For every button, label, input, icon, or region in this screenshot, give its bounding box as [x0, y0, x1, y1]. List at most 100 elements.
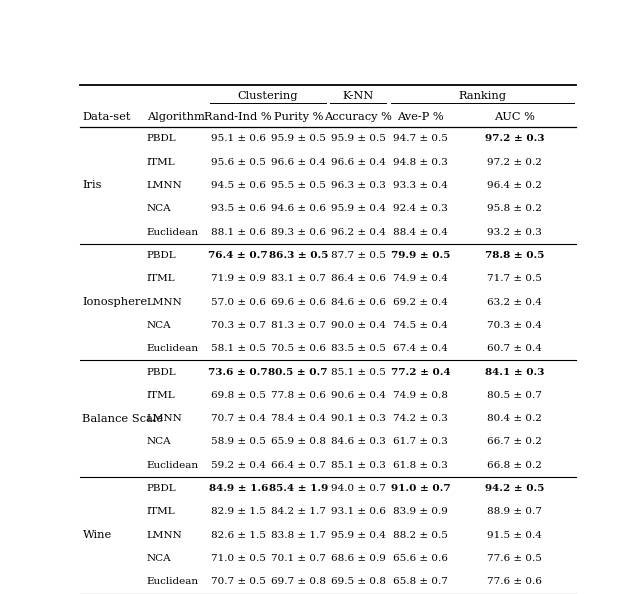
- Text: 94.5 ± 0.6: 94.5 ± 0.6: [211, 181, 266, 190]
- Text: 83.8 ± 1.7: 83.8 ± 1.7: [271, 531, 326, 540]
- Text: 71.7 ± 0.5: 71.7 ± 0.5: [487, 274, 542, 283]
- Text: 69.6 ± 0.6: 69.6 ± 0.6: [271, 298, 326, 307]
- Text: 89.3 ± 0.6: 89.3 ± 0.6: [271, 228, 326, 236]
- Text: 70.1 ± 0.7: 70.1 ± 0.7: [271, 554, 326, 563]
- Text: 91.0 ± 0.7: 91.0 ± 0.7: [391, 484, 451, 493]
- Text: LMNN: LMNN: [147, 531, 182, 540]
- Text: ITML: ITML: [147, 157, 175, 166]
- Text: PBDL: PBDL: [147, 368, 177, 377]
- Text: 86.3 ± 0.5: 86.3 ± 0.5: [269, 251, 328, 260]
- Text: 59.2 ± 0.4: 59.2 ± 0.4: [211, 461, 266, 470]
- Text: 90.1 ± 0.3: 90.1 ± 0.3: [331, 414, 386, 423]
- Text: 96.2 ± 0.4: 96.2 ± 0.4: [331, 228, 386, 236]
- Text: 97.2 ± 0.3: 97.2 ± 0.3: [484, 134, 544, 143]
- Text: K-NN: K-NN: [342, 90, 374, 100]
- Text: 66.8 ± 0.2: 66.8 ± 0.2: [487, 461, 542, 470]
- Text: 93.1 ± 0.6: 93.1 ± 0.6: [331, 507, 386, 516]
- Text: 95.9 ± 0.4: 95.9 ± 0.4: [331, 531, 386, 540]
- Text: 74.9 ± 0.8: 74.9 ± 0.8: [394, 391, 448, 400]
- Text: 60.7 ± 0.4: 60.7 ± 0.4: [487, 344, 542, 353]
- Text: 80.5 ± 0.7: 80.5 ± 0.7: [487, 391, 542, 400]
- Text: Wine: Wine: [83, 530, 112, 541]
- Text: ITML: ITML: [147, 507, 175, 516]
- Text: 73.6 ± 0.7: 73.6 ± 0.7: [209, 368, 268, 377]
- Text: 65.6 ± 0.6: 65.6 ± 0.6: [394, 554, 448, 563]
- Text: 97.2 ± 0.2: 97.2 ± 0.2: [487, 157, 542, 166]
- Text: Purity %: Purity %: [273, 112, 323, 122]
- Text: 81.3 ± 0.7: 81.3 ± 0.7: [271, 321, 326, 330]
- Text: 95.9 ± 0.5: 95.9 ± 0.5: [271, 134, 326, 143]
- Text: 84.6 ± 0.3: 84.6 ± 0.3: [331, 438, 386, 447]
- Text: ITML: ITML: [147, 391, 175, 400]
- Text: Clustering: Clustering: [237, 90, 298, 100]
- Text: 95.9 ± 0.5: 95.9 ± 0.5: [331, 134, 386, 143]
- Text: 58.9 ± 0.5: 58.9 ± 0.5: [211, 438, 266, 447]
- Text: Euclidean: Euclidean: [147, 228, 199, 236]
- Text: NCA: NCA: [147, 321, 172, 330]
- Text: 94.0 ± 0.7: 94.0 ± 0.7: [331, 484, 386, 493]
- Text: 80.4 ± 0.2: 80.4 ± 0.2: [487, 414, 542, 423]
- Text: 95.5 ± 0.5: 95.5 ± 0.5: [271, 181, 326, 190]
- Text: 67.4 ± 0.4: 67.4 ± 0.4: [394, 344, 448, 353]
- Text: 94.7 ± 0.5: 94.7 ± 0.5: [394, 134, 448, 143]
- Text: 63.2 ± 0.4: 63.2 ± 0.4: [487, 298, 542, 307]
- Text: 95.9 ± 0.4: 95.9 ± 0.4: [331, 204, 386, 213]
- Text: 85.4 ± 1.9: 85.4 ± 1.9: [269, 484, 328, 493]
- Text: 94.6 ± 0.6: 94.6 ± 0.6: [271, 204, 326, 213]
- Text: 82.6 ± 1.5: 82.6 ± 1.5: [211, 531, 266, 540]
- Text: Ranking: Ranking: [458, 90, 506, 100]
- Text: 69.8 ± 0.5: 69.8 ± 0.5: [211, 391, 266, 400]
- Text: 78.8 ± 0.5: 78.8 ± 0.5: [485, 251, 544, 260]
- Text: 96.6 ± 0.4: 96.6 ± 0.4: [271, 157, 326, 166]
- Text: 83.5 ± 0.5: 83.5 ± 0.5: [331, 344, 386, 353]
- Text: Euclidean: Euclidean: [147, 461, 199, 470]
- Text: Algorithm: Algorithm: [147, 112, 205, 122]
- Text: 88.1 ± 0.6: 88.1 ± 0.6: [211, 228, 266, 236]
- Text: 96.4 ± 0.2: 96.4 ± 0.2: [487, 181, 542, 190]
- Text: 93.5 ± 0.6: 93.5 ± 0.6: [211, 204, 266, 213]
- Text: Balance Scale: Balance Scale: [83, 413, 164, 424]
- Text: Euclidean: Euclidean: [147, 344, 199, 353]
- Text: 95.8 ± 0.2: 95.8 ± 0.2: [487, 204, 542, 213]
- Text: 77.8 ± 0.6: 77.8 ± 0.6: [271, 391, 326, 400]
- Text: 88.9 ± 0.7: 88.9 ± 0.7: [487, 507, 542, 516]
- Text: 91.5 ± 0.4: 91.5 ± 0.4: [487, 531, 542, 540]
- Text: 66.4 ± 0.7: 66.4 ± 0.7: [271, 461, 326, 470]
- Text: 70.7 ± 0.4: 70.7 ± 0.4: [211, 414, 266, 423]
- Text: PBDL: PBDL: [147, 251, 177, 260]
- Text: 84.1 ± 0.3: 84.1 ± 0.3: [485, 368, 544, 377]
- Text: 61.8 ± 0.3: 61.8 ± 0.3: [394, 461, 448, 470]
- Text: AUC %: AUC %: [494, 112, 535, 122]
- Text: 84.2 ± 1.7: 84.2 ± 1.7: [271, 507, 326, 516]
- Text: 90.6 ± 0.4: 90.6 ± 0.4: [331, 391, 386, 400]
- Text: Iris: Iris: [83, 181, 102, 191]
- Text: 65.9 ± 0.8: 65.9 ± 0.8: [271, 438, 326, 447]
- Text: LMNN: LMNN: [147, 298, 182, 307]
- Text: 71.9 ± 0.9: 71.9 ± 0.9: [211, 274, 266, 283]
- Text: 95.1 ± 0.6: 95.1 ± 0.6: [211, 134, 266, 143]
- Text: 70.7 ± 0.5: 70.7 ± 0.5: [211, 577, 266, 586]
- Text: 95.6 ± 0.5: 95.6 ± 0.5: [211, 157, 266, 166]
- Text: 84.6 ± 0.6: 84.6 ± 0.6: [331, 298, 386, 307]
- Text: 69.7 ± 0.8: 69.7 ± 0.8: [271, 577, 326, 586]
- Text: LMNN: LMNN: [147, 414, 182, 423]
- Text: Ave-P %: Ave-P %: [397, 112, 444, 122]
- Text: 80.5 ± 0.7: 80.5 ± 0.7: [269, 368, 328, 377]
- Text: 65.8 ± 0.7: 65.8 ± 0.7: [394, 577, 448, 586]
- Text: 61.7 ± 0.3: 61.7 ± 0.3: [394, 438, 448, 447]
- Text: 82.9 ± 1.5: 82.9 ± 1.5: [211, 507, 266, 516]
- Text: 78.4 ± 0.4: 78.4 ± 0.4: [271, 414, 326, 423]
- Text: 84.9 ± 1.6: 84.9 ± 1.6: [209, 484, 268, 493]
- Text: NCA: NCA: [147, 438, 172, 447]
- Text: Accuracy %: Accuracy %: [324, 112, 392, 122]
- Text: 90.0 ± 0.4: 90.0 ± 0.4: [331, 321, 386, 330]
- Text: 69.5 ± 0.8: 69.5 ± 0.8: [331, 577, 386, 586]
- Text: 69.2 ± 0.4: 69.2 ± 0.4: [394, 298, 448, 307]
- Text: 88.4 ± 0.4: 88.4 ± 0.4: [394, 228, 448, 236]
- Text: 93.3 ± 0.4: 93.3 ± 0.4: [394, 181, 448, 190]
- Text: Euclidean: Euclidean: [147, 577, 199, 586]
- Text: 85.1 ± 0.5: 85.1 ± 0.5: [331, 368, 386, 377]
- Text: LMNN: LMNN: [147, 181, 182, 190]
- Text: Rand-Ind %: Rand-Ind %: [204, 112, 272, 122]
- Text: 71.0 ± 0.5: 71.0 ± 0.5: [211, 554, 266, 563]
